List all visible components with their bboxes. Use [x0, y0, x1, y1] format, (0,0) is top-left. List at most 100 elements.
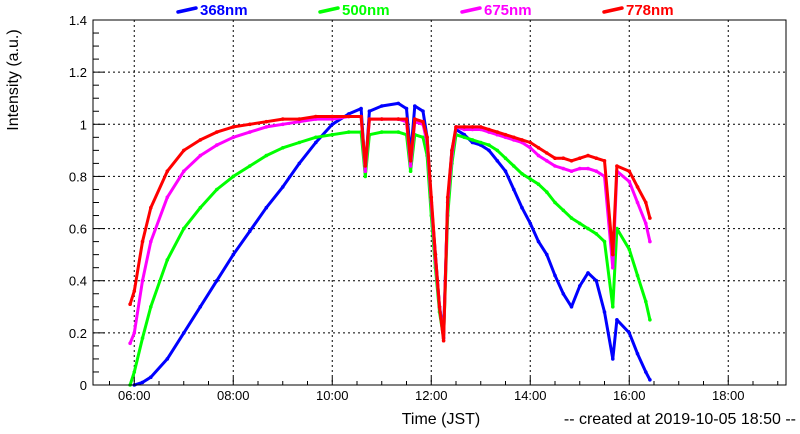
y-axis-title: Intensity (a.u.): [5, 29, 22, 130]
data-point: [644, 200, 648, 205]
data-point: [479, 125, 483, 129]
data-point: [569, 159, 574, 163]
data-point: [594, 156, 599, 160]
data-point: [413, 117, 417, 121]
data-point: [520, 138, 524, 142]
data-point: [182, 226, 186, 231]
data-point: [462, 125, 467, 129]
data-point: [330, 132, 335, 137]
data-point: [553, 200, 557, 205]
data-point: [611, 357, 615, 361]
data-point: [553, 164, 557, 168]
data-point: [594, 169, 599, 173]
data-point: [215, 143, 219, 147]
data-point: [140, 239, 145, 244]
data-point: [413, 104, 417, 108]
x-tick-label: 10:00: [316, 388, 349, 403]
data-point: [408, 159, 413, 163]
data-point: [479, 140, 483, 145]
data-point: [495, 130, 500, 134]
data-point: [635, 351, 640, 356]
data-point: [404, 117, 409, 121]
data-point: [140, 336, 145, 340]
data-point: [569, 169, 574, 173]
created-timestamp: -- created at 2019-10-05 18:50 --: [564, 411, 796, 428]
data-point: [367, 117, 372, 121]
data-point: [611, 252, 615, 257]
legend-label: 368nm: [200, 2, 248, 19]
data-point: [611, 305, 615, 309]
data-point: [545, 252, 549, 257]
data-point: [528, 221, 533, 226]
y-tick-label: 0.6: [69, 222, 87, 237]
data-point: [425, 135, 429, 140]
data-point: [644, 221, 648, 226]
data-point: [215, 278, 219, 283]
data-point: [536, 153, 541, 158]
data-point: [445, 195, 450, 200]
data-point: [264, 119, 269, 124]
y-tick-label: 0.4: [69, 274, 87, 289]
data-point: [602, 310, 607, 314]
data-point: [503, 156, 508, 160]
data-point: [644, 370, 648, 374]
data-point: [198, 205, 203, 210]
data-point: [359, 106, 363, 111]
data-point: [330, 114, 335, 119]
legend-swatch: [318, 6, 340, 14]
data-point: [586, 271, 590, 275]
data-point: [586, 153, 590, 158]
data-point: [314, 114, 318, 119]
data-point: [149, 375, 153, 380]
data-point: [264, 125, 269, 129]
y-tick-label: 0.8: [69, 169, 87, 184]
data-point: [281, 146, 285, 150]
data-point: [512, 135, 516, 140]
data-point: [380, 117, 384, 121]
data-point: [182, 169, 186, 173]
data-point: [648, 216, 652, 220]
data-point: [396, 130, 401, 134]
data-point: [644, 299, 648, 304]
x-tick-label: 08:00: [217, 388, 250, 403]
data-point: [198, 138, 203, 142]
data-point: [594, 232, 599, 236]
data-point: [367, 109, 372, 113]
x-tick-label: 14:00: [514, 388, 547, 403]
data-point: [586, 166, 590, 171]
data-point: [470, 127, 475, 132]
data-point: [215, 130, 219, 134]
data-point: [536, 146, 541, 150]
data-point: [198, 305, 203, 309]
data-point: [264, 205, 269, 210]
data-point: [128, 341, 132, 346]
data-point: [264, 153, 269, 158]
data-point: [578, 221, 582, 226]
data-point: [281, 117, 285, 121]
data-point: [512, 164, 516, 168]
data-point: [648, 239, 652, 244]
data-point: [545, 151, 549, 155]
data-point: [132, 370, 137, 374]
data-point: [470, 125, 475, 129]
data-point: [561, 156, 566, 160]
data-point: [363, 174, 368, 179]
data-point: [297, 140, 302, 145]
data-point: [648, 378, 652, 382]
data-point: [594, 278, 599, 283]
data-point: [437, 305, 442, 309]
data-point: [520, 172, 524, 176]
data-point: [149, 239, 153, 244]
x-axis-title: Time (JST): [402, 411, 481, 428]
data-point: [441, 338, 446, 343]
data-point: [149, 305, 153, 309]
data-point: [408, 169, 413, 173]
data-point: [404, 106, 409, 111]
data-point: [602, 159, 607, 163]
data-point: [231, 174, 236, 179]
data-point: [561, 208, 566, 213]
data-point: [553, 273, 557, 278]
data-point: [330, 117, 335, 121]
